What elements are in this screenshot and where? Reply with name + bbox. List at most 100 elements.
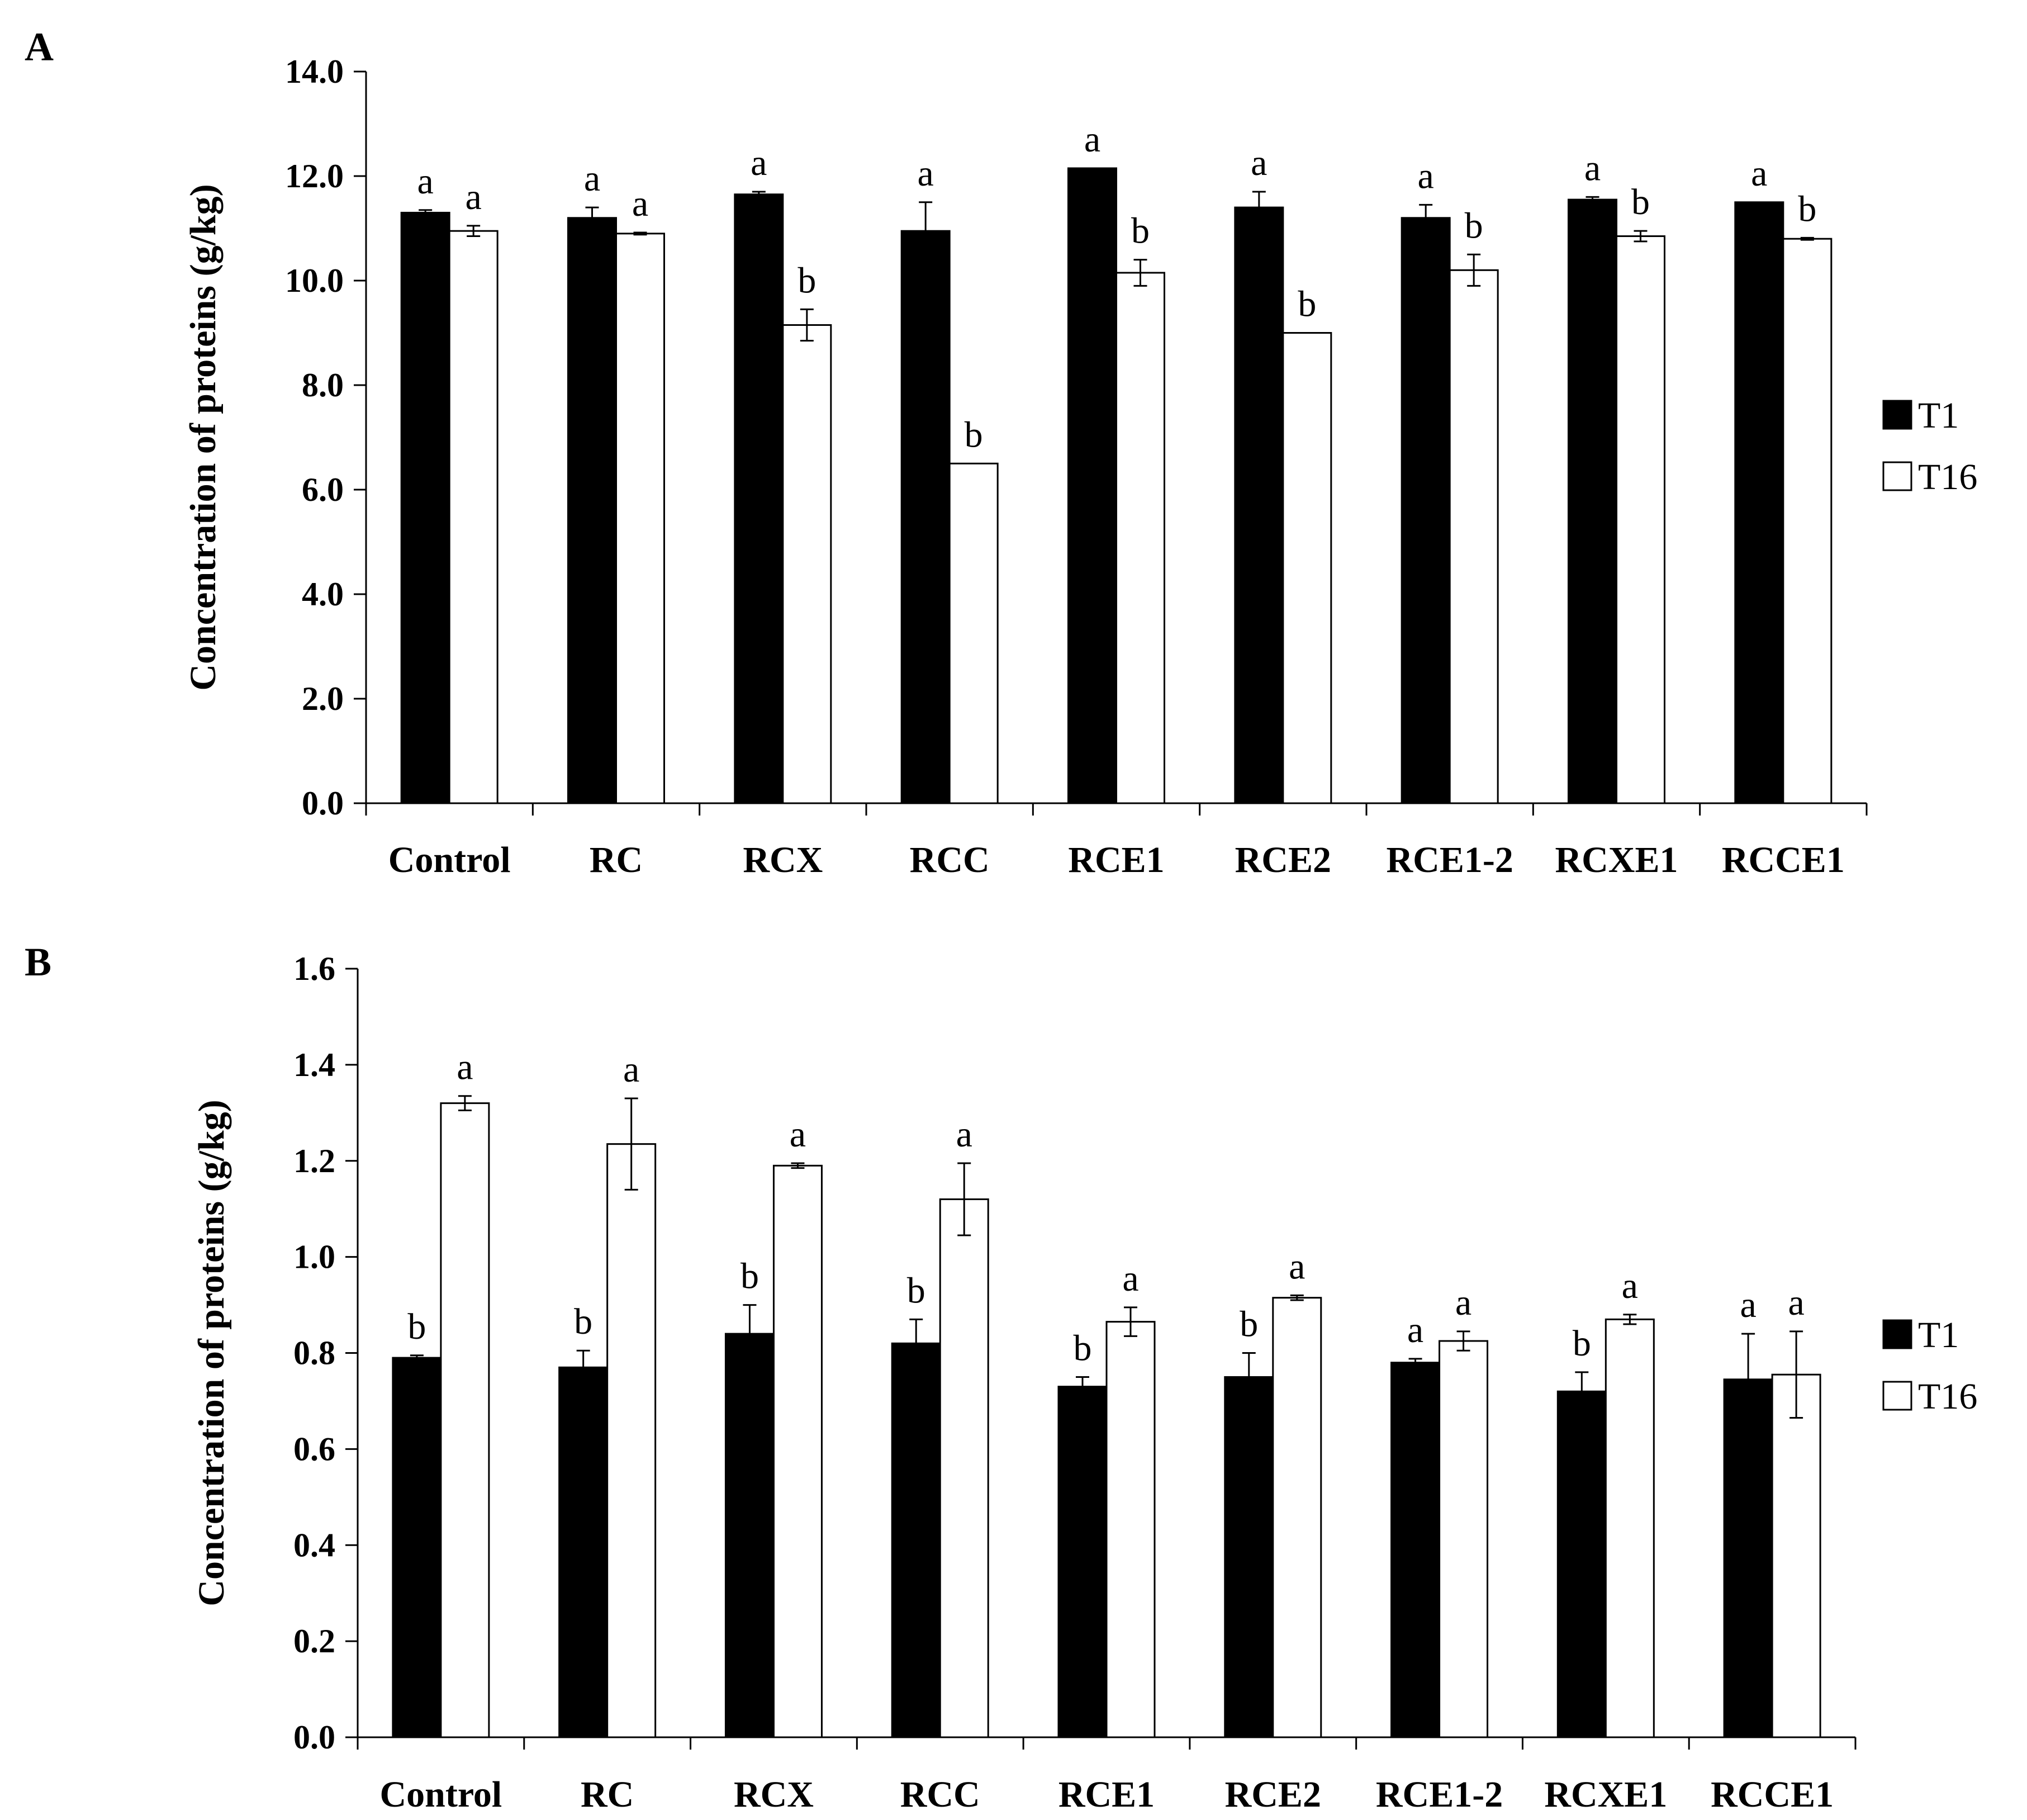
bar-t16 — [772, 1164, 823, 1738]
significance-letter: b — [1631, 182, 1650, 222]
legend-label-t16: T16 — [1918, 1376, 1977, 1417]
significance-letter: b — [907, 1270, 925, 1311]
bar-t16 — [606, 1143, 657, 1738]
bar-t1 — [392, 1357, 442, 1738]
significance-letter: b — [1074, 1328, 1092, 1368]
significance-letter: a — [1455, 1282, 1471, 1323]
bar-t16 — [1282, 332, 1332, 804]
significance-letter: b — [1240, 1304, 1258, 1345]
bar-t1 — [567, 217, 617, 804]
category-label: RC — [590, 840, 643, 880]
bar-t1 — [1390, 1362, 1441, 1738]
bar-t16 — [948, 462, 999, 804]
significance-letter: a — [584, 158, 600, 199]
significance-letter: a — [1251, 143, 1267, 183]
bar-t16 — [440, 1102, 490, 1738]
bar-t16 — [782, 324, 832, 804]
category-label: RCXE1 — [1544, 1774, 1667, 1815]
bar-t1 — [1234, 206, 1284, 804]
legend-label-t1: T1 — [1918, 395, 1959, 436]
bar-t1 — [558, 1366, 609, 1738]
significance-letter: a — [751, 143, 767, 183]
y-axis-title: Concentration of proteins (g/kg) — [191, 1099, 232, 1606]
bar-t16 — [1782, 238, 1833, 804]
significance-letter: b — [1298, 284, 1316, 325]
y-tick-label: 0.2 — [293, 1623, 335, 1660]
significance-letter: a — [623, 1049, 639, 1090]
y-tick-label: 1.2 — [293, 1143, 335, 1179]
y-tick-label: 1.0 — [293, 1239, 335, 1276]
significance-letter: b — [1798, 188, 1816, 229]
y-axis-title: Concentration of proteins (g/kg) — [183, 184, 224, 690]
bar-t1 — [724, 1333, 775, 1738]
bar-t1 — [1057, 1386, 1108, 1738]
significance-letter: b — [965, 414, 983, 455]
panel-label: A — [25, 25, 54, 69]
category-label: RCX — [743, 840, 823, 880]
bar-t16 — [1272, 1297, 1322, 1738]
bar-t1 — [900, 230, 951, 804]
significance-letter: a — [1407, 1310, 1423, 1350]
bar-t16 — [1439, 1340, 1489, 1738]
significance-letter: b — [740, 1256, 759, 1297]
significance-letter: b — [797, 260, 816, 301]
bar-t16 — [1449, 269, 1499, 804]
chart-panel-b: B 0.0 0.2 0.4 0.6 0.8 1.0 1.2 1.4 1.6 Concentratio… — [25, 940, 1977, 1815]
y-tick-label: 2.0 — [302, 680, 344, 717]
bar-t16 — [615, 233, 665, 804]
significance-letter: a — [1418, 155, 1434, 196]
chart-panel-a: A 0.0 2.0 4.0 6.0 8.0 10.0 12.0 14.0 Concentratio… — [25, 25, 1977, 880]
category-label: RCE1 — [1058, 1774, 1155, 1815]
bar-t1 — [1568, 198, 1617, 804]
category-label: Control — [379, 1774, 502, 1815]
significance-letter: b — [574, 1301, 592, 1342]
category-label: RCC — [900, 1774, 980, 1815]
y-tick-label: 12.0 — [285, 158, 344, 195]
significance-letter: b — [407, 1306, 426, 1347]
significance-letter: a — [1084, 119, 1100, 160]
bar-t16 — [448, 230, 499, 804]
category-label: RCCE1 — [1722, 840, 1845, 880]
category-label: Control — [388, 840, 511, 880]
category-label: RCE1 — [1068, 840, 1164, 880]
bar-t16 — [1105, 1321, 1156, 1738]
legend-swatch-t16 — [1882, 461, 1912, 491]
category-label: RCE1-2 — [1387, 840, 1513, 880]
category-label: RCC — [910, 840, 990, 880]
significance-letter: a — [918, 153, 934, 194]
category-label: RCE2 — [1225, 1774, 1321, 1815]
bar-t1 — [1723, 1378, 1773, 1738]
significance-letter: a — [1788, 1282, 1804, 1323]
legend-label-t1: T1 — [1918, 1315, 1959, 1355]
bar-t1 — [1734, 201, 1784, 804]
significance-letter: b — [1465, 205, 1483, 246]
y-tick-label: 1.4 — [293, 1046, 335, 1083]
y-tick-label: 1.6 — [293, 950, 335, 987]
bar-t1 — [1224, 1376, 1274, 1738]
bar-t16 — [1771, 1373, 1821, 1738]
y-tick-label: 0.8 — [293, 1335, 335, 1372]
significance-letter: a — [457, 1047, 473, 1088]
legend-swatch-t1 — [1882, 1319, 1912, 1349]
bar-t16 — [1604, 1318, 1655, 1738]
y-tick-label: 14.0 — [285, 53, 344, 90]
bar-t1 — [1401, 217, 1451, 804]
category-label: RCXE1 — [1555, 840, 1678, 880]
legend-swatch-t16 — [1882, 1381, 1912, 1411]
significance-letter: a — [1622, 1266, 1638, 1306]
significance-letter: a — [1584, 148, 1601, 188]
significance-letter: a — [417, 161, 434, 202]
significance-letter: b — [1573, 1323, 1591, 1364]
significance-letter: a — [466, 177, 482, 217]
significance-letter: a — [1740, 1285, 1756, 1325]
bar-t1 — [734, 193, 784, 804]
y-tick-label: 0.4 — [293, 1527, 335, 1563]
bar-t16 — [939, 1198, 989, 1738]
bar-t16 — [1115, 272, 1165, 804]
significance-letter: a — [632, 183, 648, 224]
legend-label-t16: T16 — [1918, 457, 1977, 497]
significance-letter: a — [956, 1114, 972, 1155]
legend-swatch-t1 — [1882, 400, 1912, 430]
category-label: RC — [581, 1774, 634, 1815]
